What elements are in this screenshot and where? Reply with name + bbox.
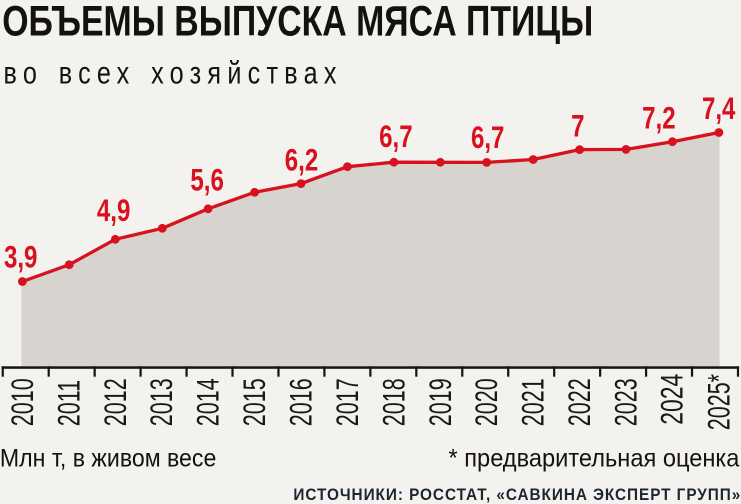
svg-text:2018: 2018 xyxy=(376,378,411,426)
svg-text:7,2: 7,2 xyxy=(642,101,675,136)
svg-text:6,7: 6,7 xyxy=(471,120,504,155)
svg-text:2023: 2023 xyxy=(609,378,644,426)
svg-text:2015: 2015 xyxy=(237,378,272,426)
svg-text:2013: 2013 xyxy=(144,378,179,426)
svg-text:ОБЪЕМЫ ВЫПУСКА МЯСА ПТИЦЫ: ОБЪЕМЫ ВЫПУСКА МЯСА ПТИЦЫ xyxy=(2,0,593,45)
svg-text:* предварительная оценка: * предварительная оценка xyxy=(449,445,740,473)
svg-text:2024: 2024 xyxy=(654,374,689,425)
svg-text:2020: 2020 xyxy=(469,378,504,426)
svg-text:2022: 2022 xyxy=(562,378,597,426)
svg-text:2011: 2011 xyxy=(51,380,86,426)
svg-text:2017: 2017 xyxy=(330,378,365,426)
svg-text:7,4: 7,4 xyxy=(702,91,736,126)
svg-text:2010: 2010 xyxy=(5,378,40,426)
svg-text:5,6: 5,6 xyxy=(190,162,223,197)
svg-text:6,7: 6,7 xyxy=(379,119,412,154)
svg-text:6,2: 6,2 xyxy=(285,142,318,177)
svg-text:Млн т, в живом весе: Млн т, в живом весе xyxy=(0,445,216,473)
svg-text:2012: 2012 xyxy=(98,378,133,426)
svg-text:во всех хозяйствах: во всех хозяйствах xyxy=(4,56,343,91)
svg-text:2021: 2021 xyxy=(516,378,551,426)
svg-text:2019: 2019 xyxy=(423,378,458,426)
svg-text:2014: 2014 xyxy=(191,378,226,426)
svg-text:2016: 2016 xyxy=(284,378,319,426)
svg-text:4,9: 4,9 xyxy=(97,193,130,228)
svg-text:2025*: 2025* xyxy=(701,374,736,431)
svg-text:3,9: 3,9 xyxy=(4,239,37,274)
svg-text:7: 7 xyxy=(571,108,584,143)
svg-text:ИСТОЧНИКИ: РОССТАТ, «САВКИНА Э: ИСТОЧНИКИ: РОССТАТ, «САВКИНА ЭКСПЕРТ ГРУ… xyxy=(293,487,741,504)
